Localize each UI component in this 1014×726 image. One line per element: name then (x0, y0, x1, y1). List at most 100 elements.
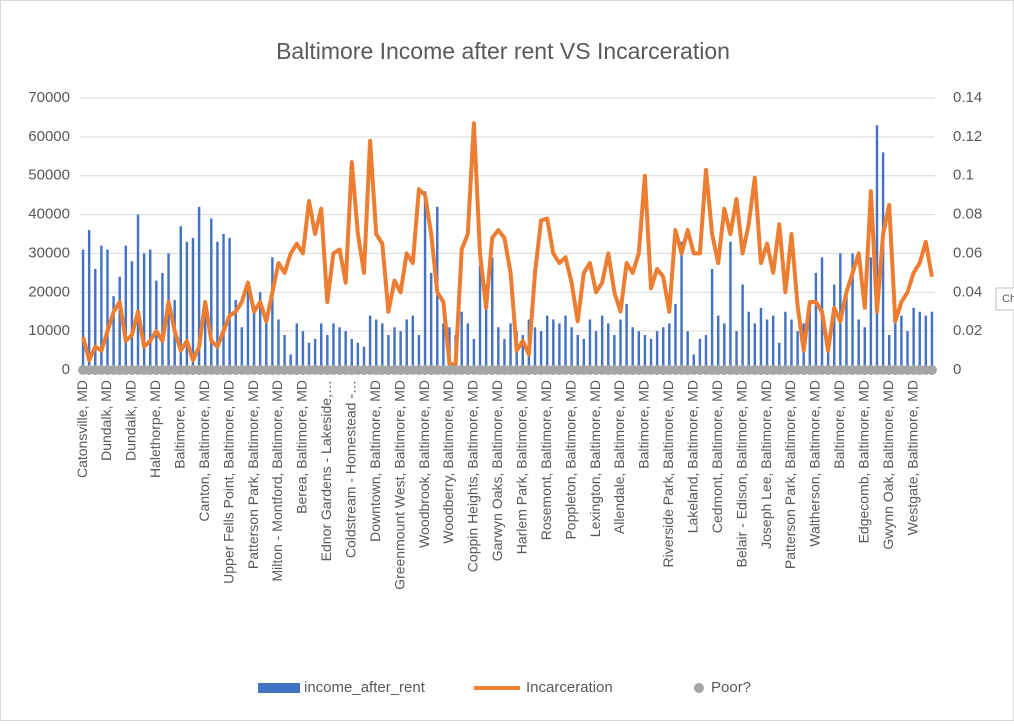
bar (588, 319, 592, 370)
bar (94, 268, 97, 370)
bar (460, 311, 463, 370)
bar (307, 342, 311, 370)
x-tick-label: Coppin Heights, Baltimore, MD (465, 380, 481, 572)
bar (81, 249, 85, 370)
y-tick-label: 60000 (28, 128, 70, 145)
bar (894, 323, 897, 370)
bar (277, 319, 280, 370)
bar (900, 315, 903, 370)
x-tick-label: Upper Fells Point, Baltimore, MD (220, 380, 236, 584)
y2-tick-label: 0.02 (953, 322, 982, 339)
bar (692, 354, 695, 370)
y2-tick-label: 0.14 (953, 89, 982, 106)
bar (533, 327, 537, 370)
line (81, 121, 934, 367)
bar (869, 257, 873, 370)
y-tick-label: 30000 (28, 244, 70, 261)
bar (552, 319, 555, 370)
x-tick-label: Baltimore, MD (636, 380, 652, 469)
x-tick-label: Poppleton, Baltimore, MD (562, 380, 578, 540)
y-tick-label: 50000 (28, 167, 70, 184)
bar (295, 323, 299, 370)
bar (857, 319, 860, 370)
bar (796, 331, 799, 370)
bar (906, 331, 909, 370)
bar (112, 296, 115, 370)
x-tick-label: Patterson Park, Baltimore, MD (245, 380, 261, 569)
y-tick-label: 0 (62, 361, 70, 378)
bar (344, 331, 347, 370)
bar (655, 331, 659, 370)
x-tick-label: Belair - Edison, Baltimore, MD (733, 380, 749, 568)
bar (472, 338, 476, 370)
bar (271, 257, 274, 370)
bar (393, 327, 396, 370)
bar (851, 253, 854, 370)
y-tick-label: 40000 (28, 206, 70, 223)
bar (149, 249, 152, 370)
bar (735, 331, 738, 370)
bar (912, 307, 915, 370)
bar (649, 338, 653, 370)
bar (234, 300, 237, 370)
x-tick-label: Downtown, Baltimore, MD (367, 380, 383, 542)
bar (778, 342, 781, 370)
x-tick-label: Baltimore, MD (171, 380, 187, 469)
bar (265, 315, 268, 370)
bar (320, 323, 323, 370)
bar (729, 241, 732, 370)
bar (680, 241, 683, 370)
bar (637, 331, 641, 370)
x-tick-label: Coldstream - Homestead -… (342, 380, 358, 558)
y2-tick-label: 0.08 (953, 206, 982, 223)
bar (625, 303, 628, 370)
dot (926, 365, 937, 375)
bar (118, 276, 121, 370)
bar (484, 284, 488, 370)
legend-label: Incarceration (526, 679, 613, 696)
bar (197, 206, 201, 370)
legend-swatch (258, 683, 300, 693)
bar (350, 338, 353, 370)
bar (643, 335, 647, 370)
bar (203, 311, 207, 370)
x-tick-label: Harlem Park, Baltimore, MD (513, 380, 529, 554)
bar (875, 125, 879, 370)
bar (246, 284, 250, 370)
bar (338, 327, 341, 370)
bar (362, 346, 366, 370)
bar (136, 214, 140, 370)
bar (417, 335, 421, 370)
bar (704, 335, 708, 370)
bar (124, 245, 128, 370)
bar (185, 241, 189, 370)
bar (765, 319, 769, 370)
bar (106, 249, 109, 370)
x-tick-label: Gwynn Oak, Baltimore, MD (880, 380, 896, 550)
x-tick-label: Baltimore, MD (831, 380, 847, 469)
bar (881, 152, 885, 370)
tooltip-box (995, 287, 1014, 311)
legend-label: income_after_rent (304, 679, 426, 696)
x-tick-label: Edgecomb, Baltimore, MD (855, 380, 871, 543)
x-tick-label: Catonsville, MD (74, 380, 90, 478)
y2-tick-label: 0.04 (953, 283, 982, 300)
bar (491, 257, 494, 370)
bar (619, 319, 622, 370)
bar (240, 327, 244, 370)
chart-title: Baltimore Income after rent VS Incarcera… (276, 38, 730, 64)
bar (930, 311, 934, 370)
bar (918, 311, 921, 370)
bar (210, 218, 213, 370)
bar (179, 226, 182, 370)
x-tick-label: Greenmount West, Baltimore, MD (391, 380, 407, 590)
bar (600, 315, 604, 370)
bar (509, 323, 512, 370)
bar (674, 303, 677, 370)
bar (374, 319, 378, 370)
x-tick-label: Westgate, Baltimore, MD (904, 380, 920, 535)
bar (313, 338, 317, 370)
tooltip: Ch (1002, 293, 1014, 305)
